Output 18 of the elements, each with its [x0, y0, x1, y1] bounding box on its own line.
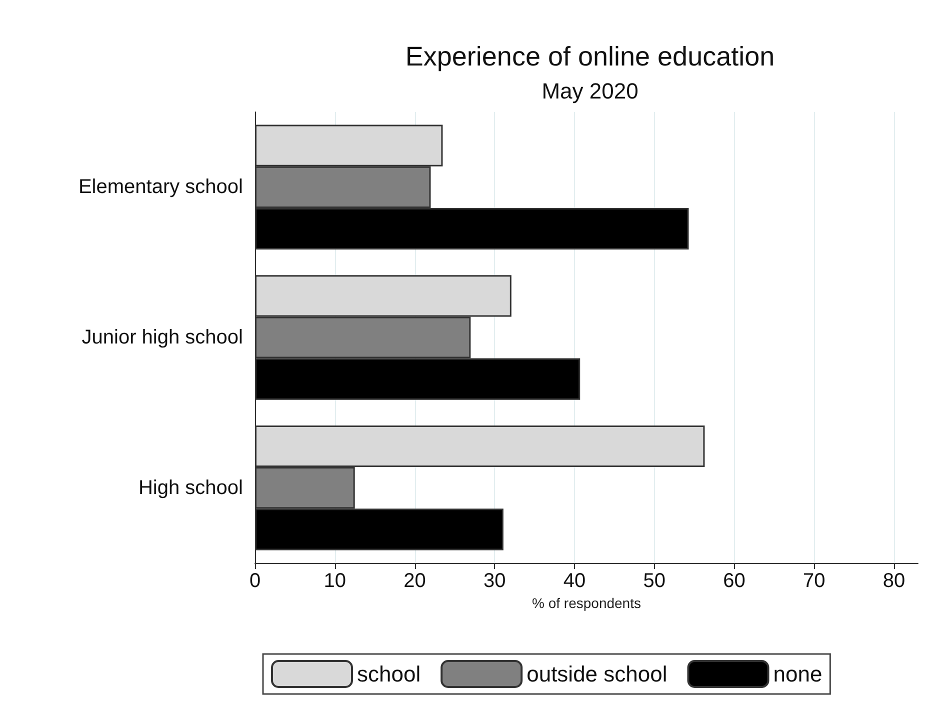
x-tick-label: 40 [563, 570, 586, 592]
x-tick-label: 20 [404, 570, 426, 592]
x-axis-title: % of respondents [532, 594, 641, 611]
x-tick-label: 50 [643, 570, 666, 592]
x-tick-label: 0 [249, 570, 261, 592]
y-tick-label: Elementary school [78, 176, 243, 198]
x-tick-label: 30 [484, 570, 506, 592]
chart-title: Experience of online education [405, 42, 775, 72]
legend-label: none [773, 662, 822, 686]
y-tick-label: Junior high school [82, 326, 243, 348]
y-tick-label: High school [138, 476, 243, 499]
x-tick-label: 10 [324, 570, 346, 592]
x-tick-label: 80 [882, 570, 906, 592]
x-tick-label: 70 [803, 570, 826, 592]
x-tick-label: 60 [723, 570, 746, 592]
legend-label: outside school [526, 662, 668, 686]
legend-label: school [357, 662, 421, 686]
chart-subtitle: May 2020 [542, 78, 638, 104]
